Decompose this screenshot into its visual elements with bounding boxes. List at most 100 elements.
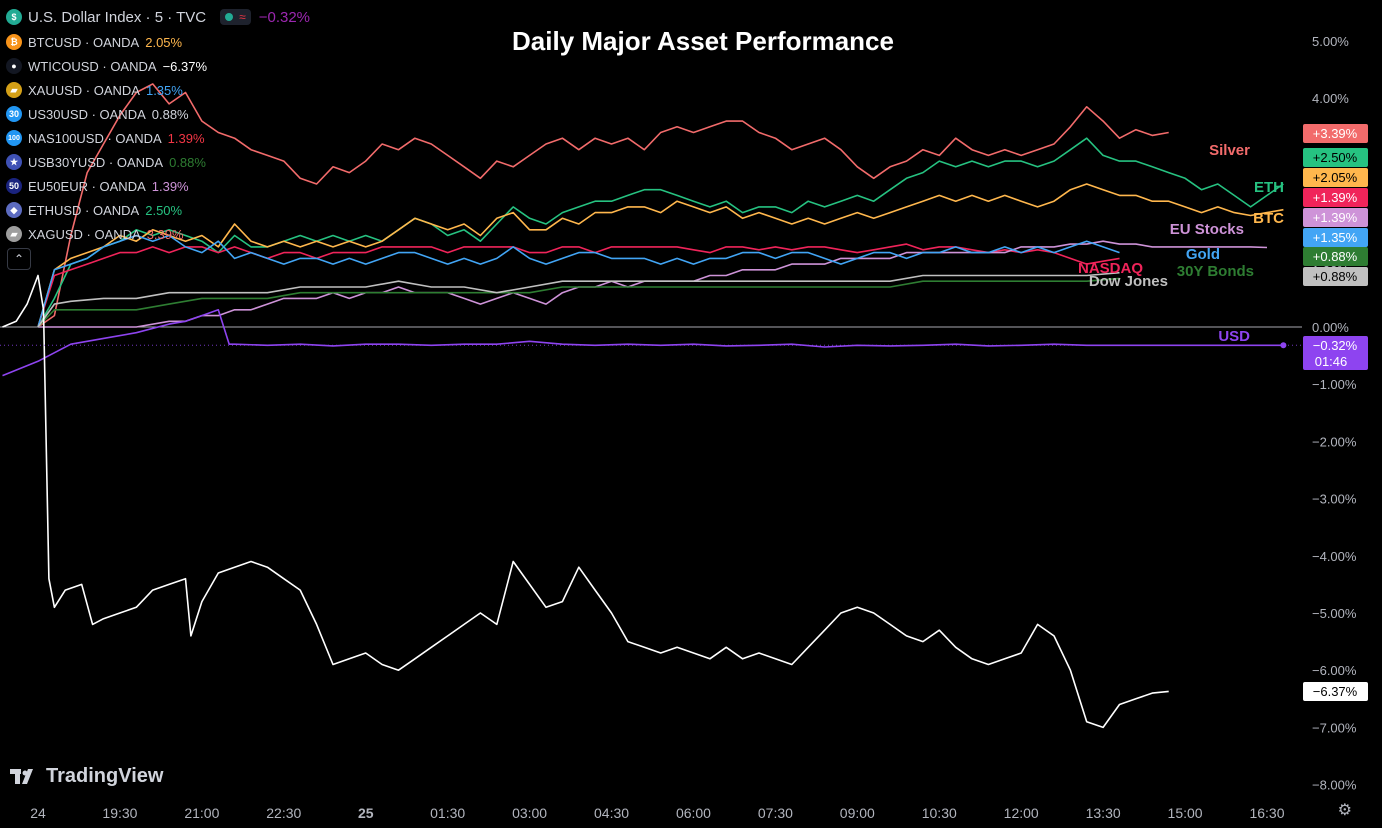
legend-symbol-value: −6.37% <box>162 58 208 74</box>
market-open-dot-icon <box>225 13 234 21</box>
oil-drop-icon: ● <box>6 58 22 74</box>
tradingview-logo[interactable]: TradingView <box>10 765 163 788</box>
main-symbol-row[interactable]: $ U.S. Dollar Index · 5 · TVC ≈ −0.32% <box>6 6 310 28</box>
legend-row[interactable]: ● WTICOUSD · OANDA −6.37% <box>6 54 310 78</box>
value-badge <box>1303 682 1368 701</box>
legend-symbol-name: NAS100USD · OANDA <box>28 130 162 146</box>
main-symbol-change: −0.32% <box>258 8 311 26</box>
value-badge <box>1303 124 1368 143</box>
usd-last-point <box>1280 342 1287 349</box>
legend-symbol-name: XAGUSD · OANDA <box>28 226 141 242</box>
value-badge-text: +0.88% <box>1313 249 1358 264</box>
value-badge <box>1303 188 1368 207</box>
legend-row[interactable]: ★ USB30YUSD · OANDA 0.88% <box>6 150 310 174</box>
market-status-pill[interactable]: ≈ <box>220 9 251 25</box>
legend-row[interactable]: ▰ XAUUSD · OANDA 1.35% <box>6 78 310 102</box>
collapse-legend-button[interactable]: ⌃ <box>7 248 31 270</box>
x-tick-label: 03:00 <box>512 805 547 821</box>
legend-symbol-name: WTICOUSD · OANDA <box>28 58 157 74</box>
legend-symbol-value: 3.39% <box>146 226 184 242</box>
x-tick-label: 19:30 <box>102 805 137 821</box>
eu50-icon: 50 <box>6 178 22 194</box>
usd-badge-value: −0.32% <box>1313 338 1358 353</box>
series-line-30y-bonds <box>37 277 1120 328</box>
legend-symbol-value: 1.39% <box>151 178 189 194</box>
series-name-label: Silver <box>1209 142 1250 159</box>
legend-symbol-value: 1.39% <box>167 130 205 146</box>
value-badge-text: +1.39% <box>1313 190 1358 205</box>
value-badge-text: +1.39% <box>1313 210 1358 225</box>
y-tick-label: −2.00% <box>1312 434 1357 449</box>
series-name-label: EU Stocks <box>1170 221 1244 238</box>
value-badge-text: +2.05% <box>1313 170 1358 185</box>
legend-symbol-name: ETHUSD · OANDA <box>28 202 140 218</box>
legend-row[interactable]: 30 US30USD · OANDA 0.88% <box>6 102 310 126</box>
value-badge <box>1303 267 1368 286</box>
tradingview-logo-icon <box>10 768 40 785</box>
legend-symbol-value: 0.88% <box>151 106 189 122</box>
value-badge <box>1303 168 1368 187</box>
legend-symbol-name: USB30YUSD · OANDA <box>28 154 164 170</box>
usd-badge-countdown: 01:46 <box>1315 354 1348 369</box>
series-line-nasdaq <box>37 243 1120 328</box>
legend-row[interactable]: ₿ BTCUSD · OANDA 2.05% <box>6 30 310 54</box>
series-line-silver <box>37 83 1169 328</box>
x-tick-label: 12:00 <box>1004 805 1039 821</box>
value-badge <box>1303 247 1368 266</box>
legend-symbol-name: US30USD · OANDA <box>28 106 146 122</box>
x-tick-label: 25 <box>358 805 374 821</box>
main-symbol-name: U.S. Dollar Index · 5 · TVC <box>28 8 207 26</box>
legend-symbol-name: BTCUSD · OANDA <box>28 34 140 50</box>
y-tick-label: −8.00% <box>1312 778 1357 793</box>
wave-icon: ≈ <box>239 10 246 24</box>
legend-row[interactable]: 50 EU50EUR · OANDA 1.39% <box>6 174 310 198</box>
x-tick-label: 22:30 <box>266 805 301 821</box>
y-tick-label: −7.00% <box>1312 720 1357 735</box>
silver-bar-icon: ▰ <box>6 226 22 242</box>
value-badge-text: +3.39% <box>1313 126 1358 141</box>
value-badge-text: −6.37% <box>1313 684 1358 699</box>
y-tick-label: 0.00% <box>1312 320 1349 335</box>
x-tick-label: 01:30 <box>430 805 465 821</box>
ethereum-icon: ◆ <box>6 202 22 218</box>
legend-row[interactable]: ▰ XAGUSD · OANDA 3.39% <box>6 222 310 246</box>
y-tick-label: −6.00% <box>1312 663 1357 678</box>
value-badge-text: +1.35% <box>1313 230 1358 245</box>
series-line-usd <box>2 308 1284 377</box>
dollar-icon: $ <box>6 9 22 25</box>
legend-symbol-value: 0.88% <box>169 154 206 170</box>
y-tick-label: 4.00% <box>1312 91 1349 106</box>
settings-gear-icon[interactable]: ⚙ <box>1337 802 1352 819</box>
y-tick-label: −4.00% <box>1312 549 1357 564</box>
series-name-label: NASDAQ <box>1078 260 1143 277</box>
us30-icon: 30 <box>6 106 22 122</box>
value-badge <box>1303 208 1368 227</box>
chart-title: Daily Major Asset Performance <box>512 26 894 56</box>
series-name-label: ETH <box>1254 179 1284 196</box>
x-tick-label: 04:30 <box>594 805 629 821</box>
legend-row[interactable]: ◆ ETHUSD · OANDA 2.50% <box>6 198 310 222</box>
gold-bar-icon: ▰ <box>6 82 22 98</box>
y-tick-label: −3.00% <box>1312 492 1357 507</box>
usd-value-badge <box>1303 336 1368 370</box>
value-badge <box>1303 228 1368 247</box>
legend-symbol-name: EU50EUR · OANDA <box>28 178 146 194</box>
x-tick-label: 15:00 <box>1168 805 1203 821</box>
series-line-wti <box>2 274 1169 729</box>
legend-row[interactable]: 100 NAS100USD · OANDA 1.39% <box>6 126 310 150</box>
legend-symbol-value: 1.35% <box>145 82 183 98</box>
x-tick-label: 13:30 <box>1086 805 1121 821</box>
legend-symbol-name: XAUUSD · OANDA <box>28 82 140 98</box>
series-line-dow-jones <box>37 271 1120 328</box>
us-flag-icon: ★ <box>6 154 22 170</box>
x-tick-label: 21:00 <box>184 805 219 821</box>
series-name-label: 30Y Bonds <box>1177 263 1254 280</box>
y-tick-label: −1.00% <box>1312 377 1357 392</box>
nas100-icon: 100 <box>6 130 22 146</box>
series-line-btc <box>37 183 1284 328</box>
x-tick-label: 16:30 <box>1249 805 1284 821</box>
chevron-up-icon: ⌃ <box>13 252 25 266</box>
symbol-legend: $ U.S. Dollar Index · 5 · TVC ≈ −0.32% ₿… <box>6 6 310 246</box>
series-name-label: USD <box>1218 328 1250 345</box>
